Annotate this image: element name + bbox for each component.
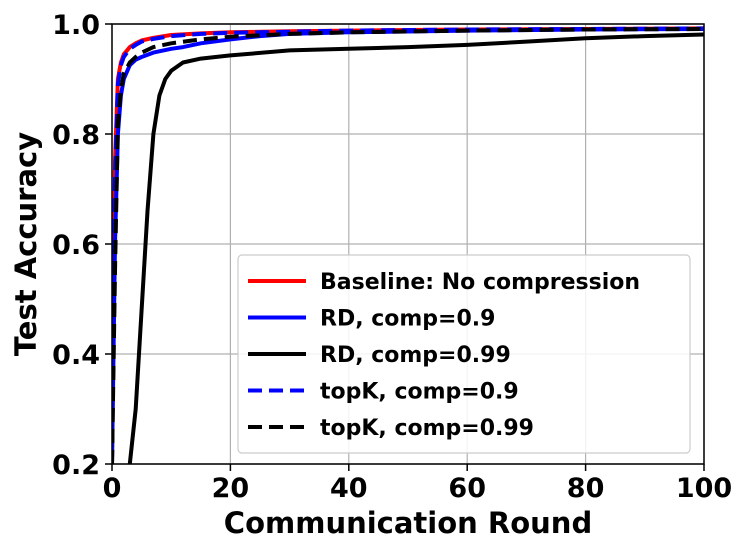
legend-box — [237, 254, 691, 454]
tick-labels: 0 20 40 60 80 100 0.2 0.4 0.6 0.8 1.0 — [52, 10, 732, 504]
x-tick-label: 40 — [330, 473, 368, 504]
series-line-3 — [112, 26, 704, 464]
y-axis-label: Test Accuracy — [9, 132, 43, 356]
series-line-4 — [112, 27, 704, 464]
x-tick-label: 80 — [567, 473, 605, 504]
x-tick-label: 20 — [212, 473, 250, 504]
y-tick-label: 1.0 — [52, 10, 100, 41]
y-tick-label: 0.4 — [52, 340, 100, 371]
x-tick-label: 100 — [676, 473, 732, 504]
axis-ticks — [105, 23, 705, 471]
legend: Baseline: No compression RD, comp=0.9 RD, … — [237, 254, 691, 454]
legend-label-3: topK, comp=0.9 — [320, 380, 519, 405]
x-tick-label: 60 — [448, 473, 486, 504]
series-line-2 — [127, 32, 704, 464]
legend-label-1: RD, comp=0.9 — [320, 307, 495, 332]
y-tick-label: 0.2 — [52, 450, 100, 481]
y-tick-label: 0.6 — [52, 230, 100, 261]
legend-label-2: RD, comp=0.99 — [320, 343, 511, 368]
y-tick-label: 0.8 — [52, 120, 100, 151]
x-axis-label: Communication Round — [224, 506, 592, 540]
legend-label-4: topK, comp=0.99 — [320, 416, 534, 441]
series-lines — [112, 26, 704, 464]
legend-label-0: Baseline: No compression — [320, 270, 640, 295]
x-tick-label: 0 — [103, 473, 122, 504]
